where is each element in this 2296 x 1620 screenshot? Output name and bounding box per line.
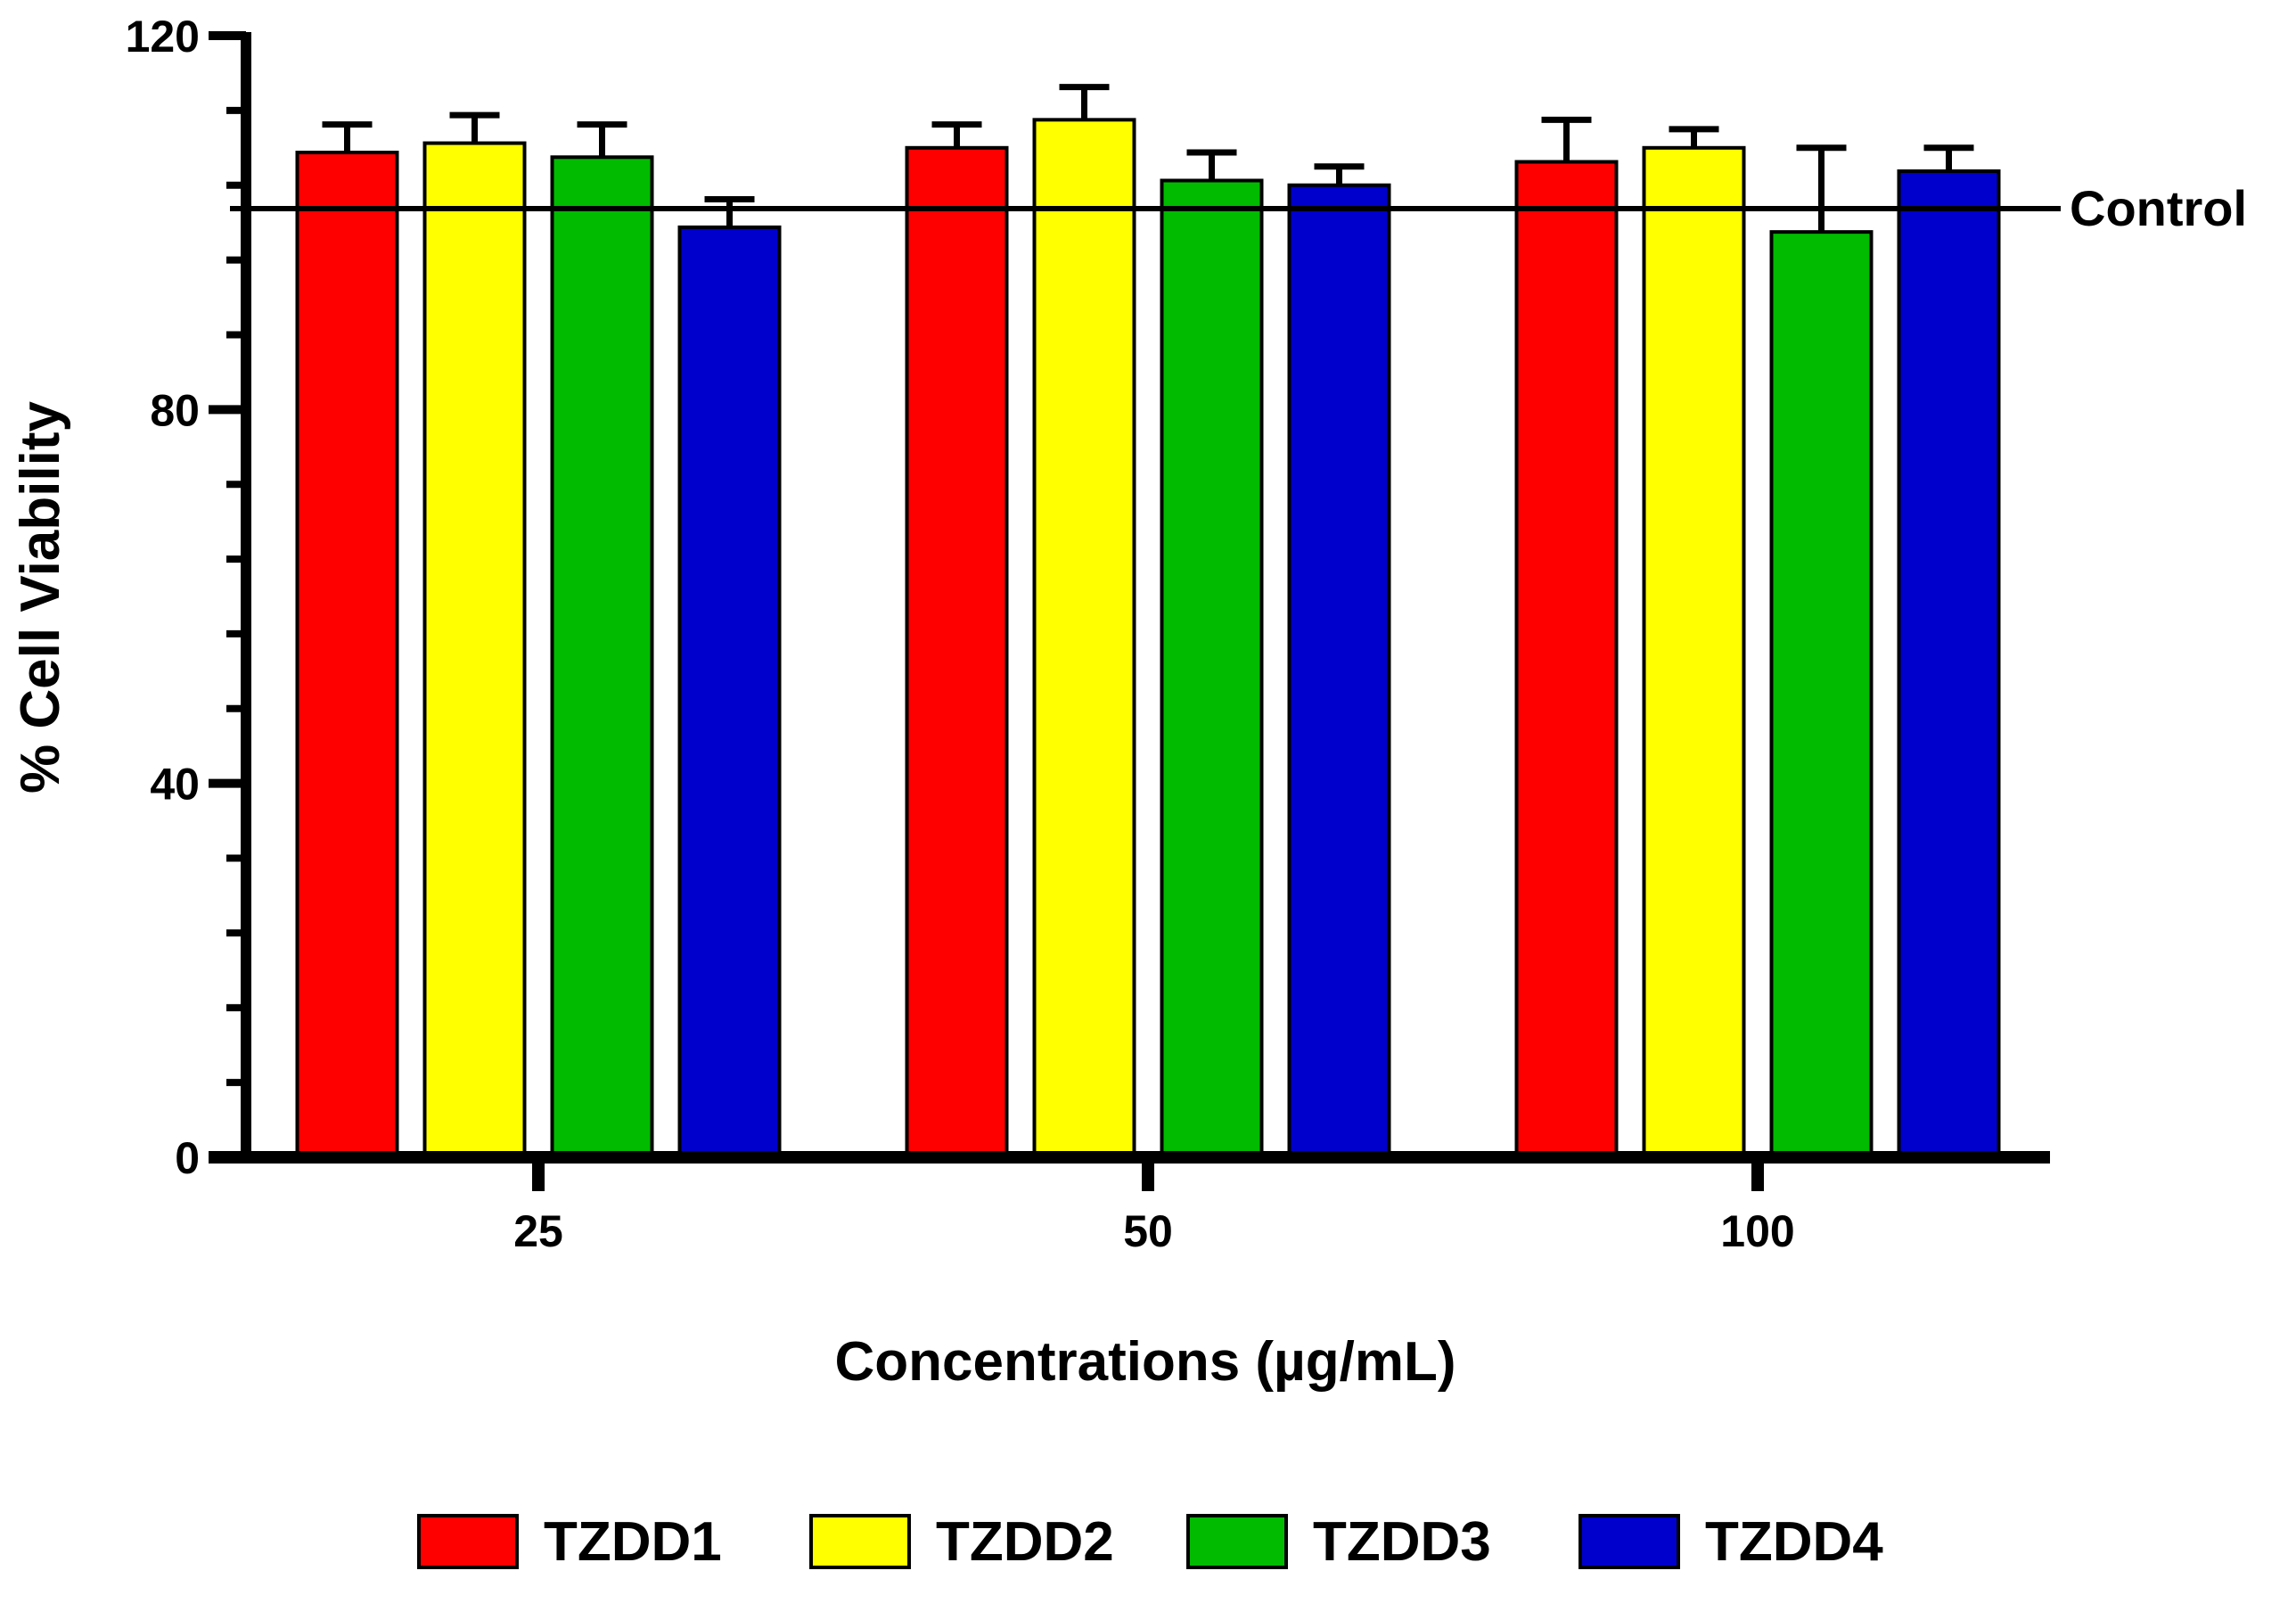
y-tick-label-40: 40 — [150, 760, 200, 810]
bar-TZDD1-100 — [1514, 160, 1619, 1159]
legend-swatch-TZDD3 — [1186, 1514, 1288, 1569]
bar-TZDD4-25 — [677, 225, 782, 1160]
bar-TZDD2-25 — [422, 141, 527, 1159]
control-reference-layer: Control — [230, 180, 2247, 236]
axes-layer: 0 40 80 120 25 50 100 — [126, 12, 2050, 1256]
legend: TZDD1 TZDD2 TZDD3 TZDD4 — [417, 1511, 1883, 1573]
y-tick-label-120: 120 — [126, 12, 200, 62]
x-axis-title: Concentrations (µg/mL) — [834, 1331, 1456, 1393]
x-tick-label-100: 100 — [1720, 1206, 1794, 1256]
bar-TZDD2-100 — [1642, 145, 1746, 1159]
bar-TZDD1-25 — [295, 151, 399, 1160]
y-tick-label-0: 0 — [175, 1133, 200, 1183]
bar-TZDD4-100 — [1897, 169, 2001, 1160]
legend-label-TZDD3: TZDD3 — [1313, 1511, 1491, 1573]
bar-TZDD4-50 — [1287, 183, 1391, 1160]
legend-swatch-TZDD1 — [417, 1514, 519, 1569]
legend-label-TZDD1: TZDD1 — [544, 1511, 722, 1573]
y-axis-title: % Cell Viability — [10, 401, 71, 794]
legend-swatch-TZDD2 — [809, 1514, 911, 1569]
control-label: Control — [2070, 180, 2247, 236]
bar-TZDD3-50 — [1160, 178, 1264, 1159]
error-bars-layer — [322, 84, 1974, 233]
y-tick-label-80: 80 — [150, 385, 200, 435]
x-tick-label-50: 50 — [1123, 1206, 1173, 1256]
x-tick-label-25: 25 — [513, 1206, 563, 1256]
bar-TZDD1-50 — [905, 145, 1009, 1159]
bar-TZDD3-25 — [550, 155, 654, 1160]
legend-label-TZDD2: TZDD2 — [936, 1511, 1114, 1573]
bar-TZDD2-50 — [1032, 118, 1136, 1160]
bar-TZDD3-100 — [1769, 230, 1874, 1159]
legend-label-TZDD4: TZDD4 — [1705, 1511, 1883, 1573]
legend-swatch-TZDD4 — [1578, 1514, 1680, 1569]
bars-layer — [295, 118, 2001, 1160]
